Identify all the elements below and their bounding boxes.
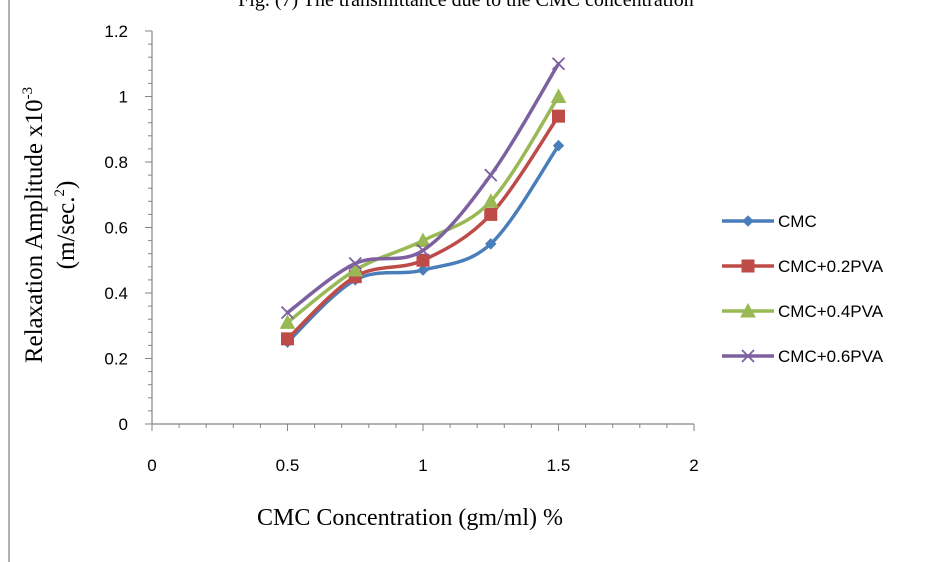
data-point (551, 57, 566, 71)
legend-entry: CMC+0.6PVA (722, 347, 884, 366)
x-axis-label: CMC Concentration (gm/ml) % (257, 505, 563, 531)
y-tick-label: 0.6 (104, 219, 128, 238)
data-point (550, 88, 567, 103)
axes: 0 0.2 0.4 0.6 0.8 1 1.2 0 0.5 1 1.5 2 (104, 22, 698, 475)
y-axis-label: Relaxation Amplitude x10-3 (m/sec.2) (20, 87, 80, 363)
y-tick-label: 0.8 (104, 153, 128, 172)
data-point (347, 262, 364, 277)
y-tick-label: 0 (119, 415, 128, 434)
legend-label: CMC+0.4PVA (778, 302, 884, 321)
series-line (285, 114, 561, 341)
series-layer (279, 57, 567, 348)
series-cmc-0-4pva (279, 88, 567, 329)
y-axis-label-main: Relaxation Amplitude x10 (21, 99, 48, 363)
data-point (281, 332, 294, 346)
legend-label: CMC (778, 212, 817, 231)
data-point (484, 207, 498, 221)
series-cmc-0-6pva (280, 57, 566, 320)
y-axis-label-exponent: -3 (20, 87, 36, 100)
y-tick-label: 0.2 (104, 350, 128, 369)
series-line (285, 62, 561, 315)
data-point (552, 109, 565, 123)
legend-marker (742, 215, 754, 227)
data-point (552, 139, 565, 152)
data-point (348, 256, 362, 271)
x-tick-label: 0 (147, 456, 156, 475)
x-tick-label: 1.5 (547, 456, 571, 475)
data-point (417, 264, 429, 276)
y-axis-unit: (m/sec. (53, 196, 80, 269)
x-tick-label: 1 (418, 456, 427, 475)
legend-marker (741, 259, 755, 273)
data-point (416, 253, 430, 267)
y-tick-label: 1.2 (104, 22, 128, 41)
legend-entry: CMC (722, 212, 817, 231)
legend: CMC CMC+0.2PVA CMC+0.4PVA CMC+0.6PVA (722, 212, 884, 366)
data-point (415, 232, 431, 248)
data-point (482, 193, 499, 208)
legend-entry: CMC+0.4PVA (722, 302, 884, 321)
y-axis-unit-close: ) (53, 181, 80, 189)
figure-caption: Fig. (7) The transmittance due to the CM… (238, 0, 694, 11)
y-axis-unit-exponent: 2 (52, 189, 68, 197)
legend-label: CMC+0.2PVA (778, 257, 884, 276)
data-point (280, 306, 295, 320)
svg-text:(m/sec.2): (m/sec.2) (52, 181, 80, 270)
x-tick-label: 2 (689, 456, 698, 475)
svg-text:Relaxation Amplitude x10-3: Relaxation Amplitude x10-3 (20, 87, 48, 363)
x-tick-label: 0.5 (276, 456, 300, 475)
data-point (485, 238, 497, 250)
legend-entry: CMC+0.2PVA (722, 257, 884, 276)
legend-marker (741, 349, 755, 363)
series-cmc-0-2pva (281, 109, 565, 346)
legend-marker (740, 302, 756, 318)
y-tick-label: 1 (119, 88, 128, 107)
legend-label: CMC+0.6PVA (778, 347, 884, 366)
data-point (416, 243, 430, 258)
y-tick-label: 0.4 (104, 284, 128, 303)
data-point (279, 314, 296, 329)
data-point (484, 168, 498, 182)
